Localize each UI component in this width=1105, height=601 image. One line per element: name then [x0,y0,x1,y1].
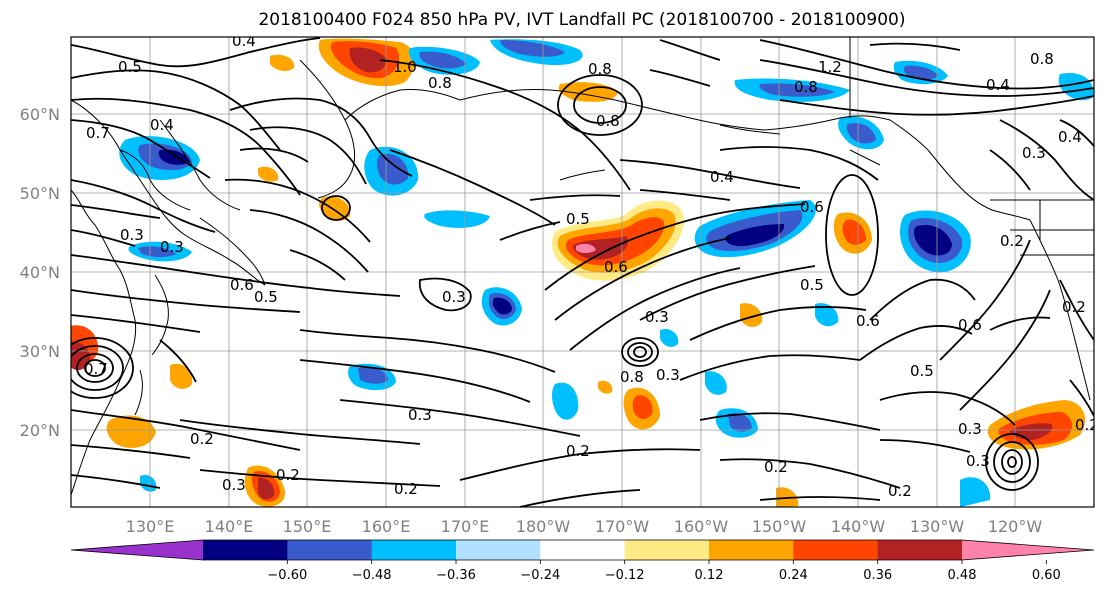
contour-label: 0.7 [84,360,108,378]
contour-label: 0.6 [230,276,254,294]
colorbar-swatch [877,540,963,560]
contour-label: 0.8 [794,78,818,96]
lat-label: 20°N [20,421,60,440]
contour-label: 0.8 [620,368,644,386]
contour-label: 0.2 [764,458,788,476]
contour-label: 0.2 [190,430,214,448]
colorbar-extend-low [71,540,203,560]
colorbar-tick-label: −0.12 [605,568,645,583]
colorbar-tick-label: 0.36 [863,568,892,583]
lon-label: 130°W [910,517,965,536]
lon-labels: 130°E 140°E 150°E 160°E 170°E 180°W 170°… [126,517,1043,536]
lon-label: 160°E [362,517,411,536]
contour-label: 0.4 [232,32,256,50]
colorbar-tick-label: 0.12 [695,568,724,583]
contour-label: 0.8 [596,112,620,130]
colorbar-swatch [287,540,373,560]
contour-label: 0.4 [150,116,174,134]
lon-label: 170°E [441,517,490,536]
colorbar-tick-label: −0.24 [520,568,560,583]
coastlines [71,37,1094,496]
contour-label: 0.5 [800,276,824,294]
contour-label: 0.5 [566,210,590,228]
contour-label: 0.8 [428,74,452,92]
contour-label: 0.5 [254,288,278,306]
colorbar-tick-label: −0.60 [267,568,307,583]
lon-label: 130°E [126,517,175,536]
contour-label: 0.2 [888,482,912,500]
map-panel: 0.4 0.5 1.0 0.8 0.8 1.2 0.8 0.4 0.7 0.4 … [71,32,1099,507]
colorbar-tick-label: −0.36 [436,568,476,583]
colorbar-tick-label: 0.60 [1032,568,1061,583]
colorbar: −0.60 −0.48 −0.36 −0.24 −0.12 0.12 0.24 0.36 0.4… [70,539,1095,583]
lon-label: 180°W [516,517,571,536]
lat-label: 60°N [20,105,60,124]
colorbar-tick-label: 0.24 [779,568,808,583]
contour-label: 0.6 [604,258,628,276]
colorbar-outline [70,539,1095,561]
lon-label: 140°E [205,517,254,536]
contour-label: 0.3 [442,288,466,306]
pv-shading [71,38,1094,507]
colorbar-swatch [540,540,626,560]
contour-label: 0.3 [1022,144,1046,162]
map-title: 2018100400 F024 850 hPa PV, IVT Landfall… [258,10,905,30]
contour-label: 0.3 [958,420,982,438]
lon-label: 120°W [988,517,1043,536]
colorbar-tick-label: −0.48 [352,568,392,583]
colorbar-swatch [371,540,457,560]
lat-labels: 60°N 50°N 40°N 30°N 20°N [20,105,60,440]
contour-label: 0.3 [966,452,990,470]
contour-labels: 0.4 0.5 1.0 0.8 0.8 1.2 0.8 0.4 0.7 0.4 … [84,32,1099,500]
contour-label: 0.2 [566,442,590,460]
colorbar-swatch [456,540,541,560]
contour-label: 0.3 [222,476,246,494]
map-frame [70,36,1095,508]
contour-label: 0.5 [118,58,142,76]
contour-label: 0.3 [160,238,184,256]
contour-label: 0.2 [1000,232,1024,250]
lon-label: 160°W [674,517,729,536]
lon-label: 150°E [283,517,332,536]
contour-label: 0.3 [408,406,432,424]
contour-label: 0.2 [276,466,300,484]
contour-label: 0.2 [1075,416,1099,434]
contour-label: 0.6 [856,312,880,330]
contour-label: 1.2 [818,58,842,76]
contour-label: 0.7 [86,124,110,142]
pv-contours [71,37,1094,507]
lon-label: 170°W [595,517,650,536]
contour-label: 1.0 [393,58,417,76]
contour-label: 0.8 [1030,50,1054,68]
contour-label: 0.4 [1058,128,1082,146]
contour-label: 0.5 [910,362,934,380]
colorbar-swatch [793,540,879,560]
contour-label: 0.3 [120,226,144,244]
lon-label: 150°W [752,517,807,536]
contour-label: 0.2 [1062,298,1086,316]
contour-label: 0.6 [800,198,824,216]
colorbar-tick-label: 0.48 [948,568,977,583]
colorbar-swatch [709,540,794,560]
lon-label: 140°W [831,517,886,536]
contour-label: 0.2 [394,480,418,498]
colorbar-swatch [203,540,288,560]
contour-label: 0.6 [958,316,982,334]
contour-label: 0.4 [710,168,734,186]
colorbar-swatch [624,540,710,560]
lat-label: 50°N [20,184,60,203]
colorbar-extend-high [962,540,1094,560]
contour-label: 0.4 [986,76,1010,94]
lat-label: 30°N [20,342,60,361]
lat-label: 40°N [20,263,60,282]
contour-label: 0.3 [645,308,669,326]
contour-label: 0.8 [588,60,612,78]
contour-label: 0.3 [656,366,680,384]
